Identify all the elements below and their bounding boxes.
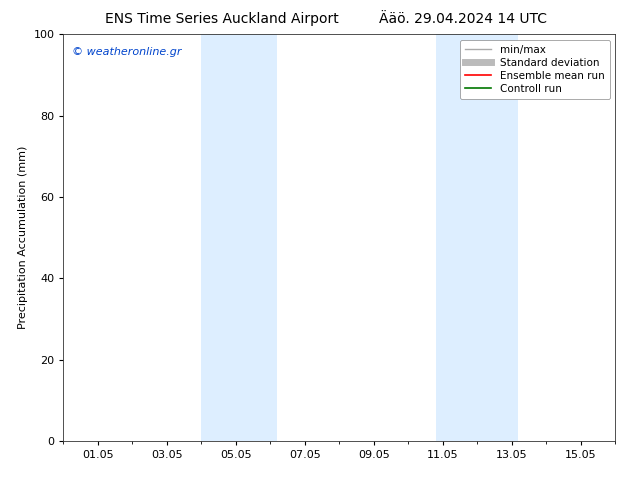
Bar [202, 34, 277, 441]
Legend: min/max, Standard deviation, Ensemble mean run, Controll run: min/max, Standard deviation, Ensemble me… [460, 40, 610, 99]
Bar [436, 34, 519, 441]
Y-axis label: Precipitation Accumulation (mm): Precipitation Accumulation (mm) [18, 146, 28, 329]
Text: Ääö. 29.04.2024 14 UTC: Ääö. 29.04.2024 14 UTC [379, 12, 547, 26]
Text: ENS Time Series Auckland Airport: ENS Time Series Auckland Airport [105, 12, 339, 26]
Text: © weatheronline.gr: © weatheronline.gr [72, 47, 181, 56]
